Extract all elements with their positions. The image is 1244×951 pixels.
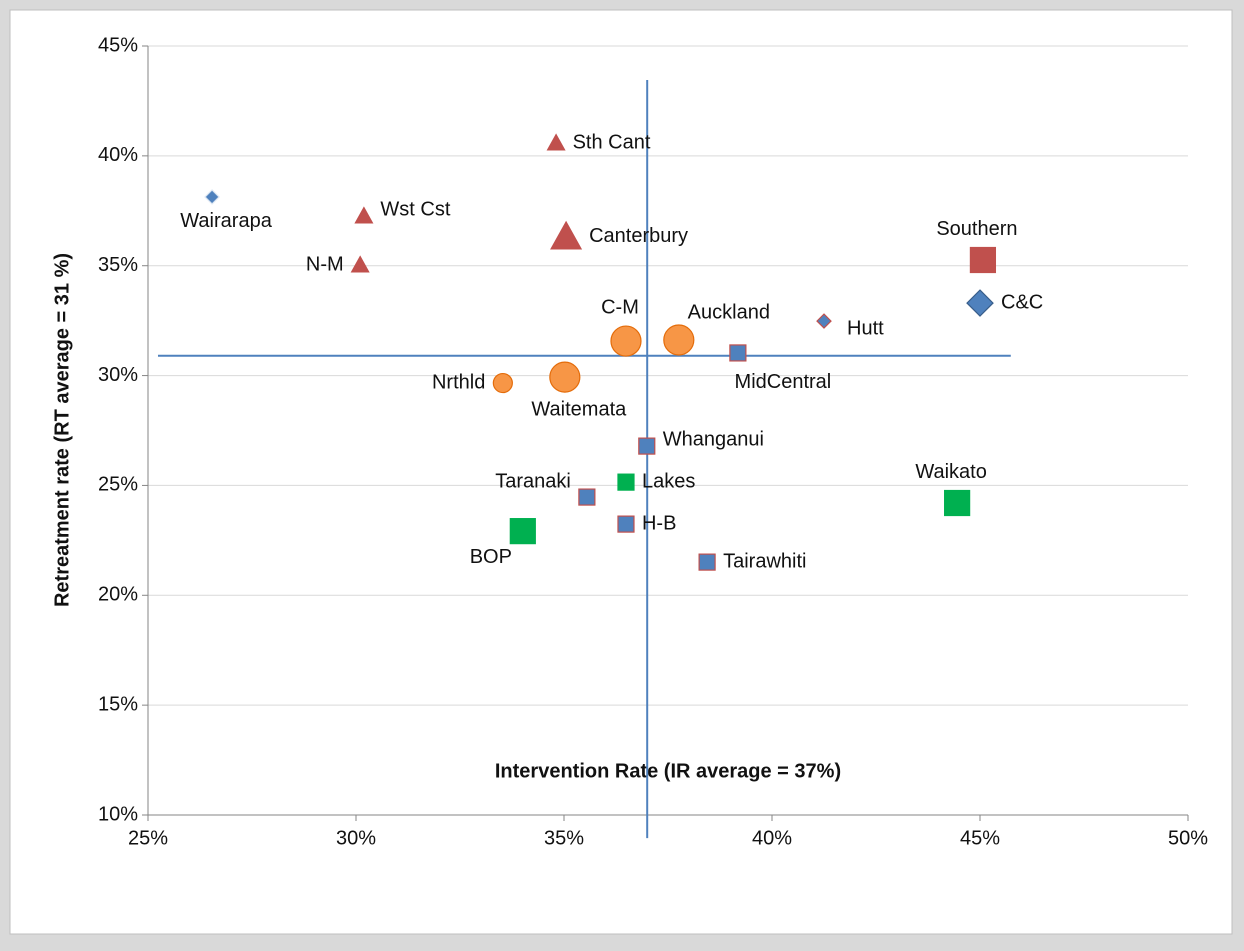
point: [578, 488, 596, 506]
point: [354, 206, 374, 224]
x-tick-label: 30%: [336, 827, 376, 849]
point-label: BOP: [470, 546, 512, 568]
point-label: Wairarapa: [180, 210, 272, 232]
y-tick-label: 20%: [98, 584, 138, 606]
point: [492, 372, 513, 394]
point: [729, 344, 747, 362]
point: [204, 189, 220, 205]
point-label: Canterbury: [589, 225, 688, 247]
point: [350, 255, 370, 273]
point: [663, 324, 695, 356]
point: [617, 473, 635, 491]
point-label: H-B: [642, 512, 676, 534]
point-label: Southern: [936, 218, 1017, 240]
y-tick-label: 30%: [98, 364, 138, 386]
x-axis-title: Intervention Rate (IR average = 37%): [495, 760, 841, 782]
chart-area: [9, 9, 1233, 935]
point-label: Waitemata: [531, 398, 627, 420]
point-label: Sth Cant: [573, 131, 651, 153]
point-label: Wst Cst: [380, 198, 450, 220]
point: [610, 325, 642, 357]
point-label: Nrthld: [432, 371, 485, 393]
y-tick-label: 40%: [98, 144, 138, 166]
y-tick-label: 25%: [98, 474, 138, 496]
x-tick-label: 45%: [960, 827, 1000, 849]
point: [966, 289, 994, 317]
y-tick-label: 10%: [98, 803, 138, 825]
y-tick-label: 35%: [98, 254, 138, 276]
x-tick-label: 25%: [128, 827, 168, 849]
x-tick-label: 35%: [544, 827, 584, 849]
point-label: Hutt: [847, 317, 884, 339]
point: [944, 489, 971, 517]
point-label: Taranaki: [495, 470, 571, 492]
point-label: C&C: [1001, 291, 1043, 313]
point-label: N-M: [306, 253, 344, 275]
x-tick-label: 50%: [1168, 827, 1208, 849]
point-label: Tairawhiti: [723, 550, 806, 572]
point-label: Waikato: [915, 461, 987, 483]
point-label: Whanganui: [663, 428, 764, 450]
point-label: MidCentral: [735, 371, 832, 393]
point-label: Auckland: [688, 301, 770, 323]
x-tick-label: 40%: [752, 827, 792, 849]
point: [617, 515, 635, 533]
y-tick-label: 45%: [98, 34, 138, 56]
point-label: Lakes: [642, 470, 695, 492]
point: [698, 553, 716, 571]
y-axis-title: Retreatment rate (RT average = 31 %): [51, 253, 73, 607]
point: [969, 246, 997, 274]
point: [546, 133, 566, 151]
point: [638, 437, 656, 455]
point: [549, 361, 581, 393]
point: [550, 220, 583, 250]
point: [509, 518, 536, 545]
y-tick-label: 15%: [98, 693, 138, 715]
point: [816, 313, 832, 329]
point-label: C-M: [601, 296, 639, 318]
